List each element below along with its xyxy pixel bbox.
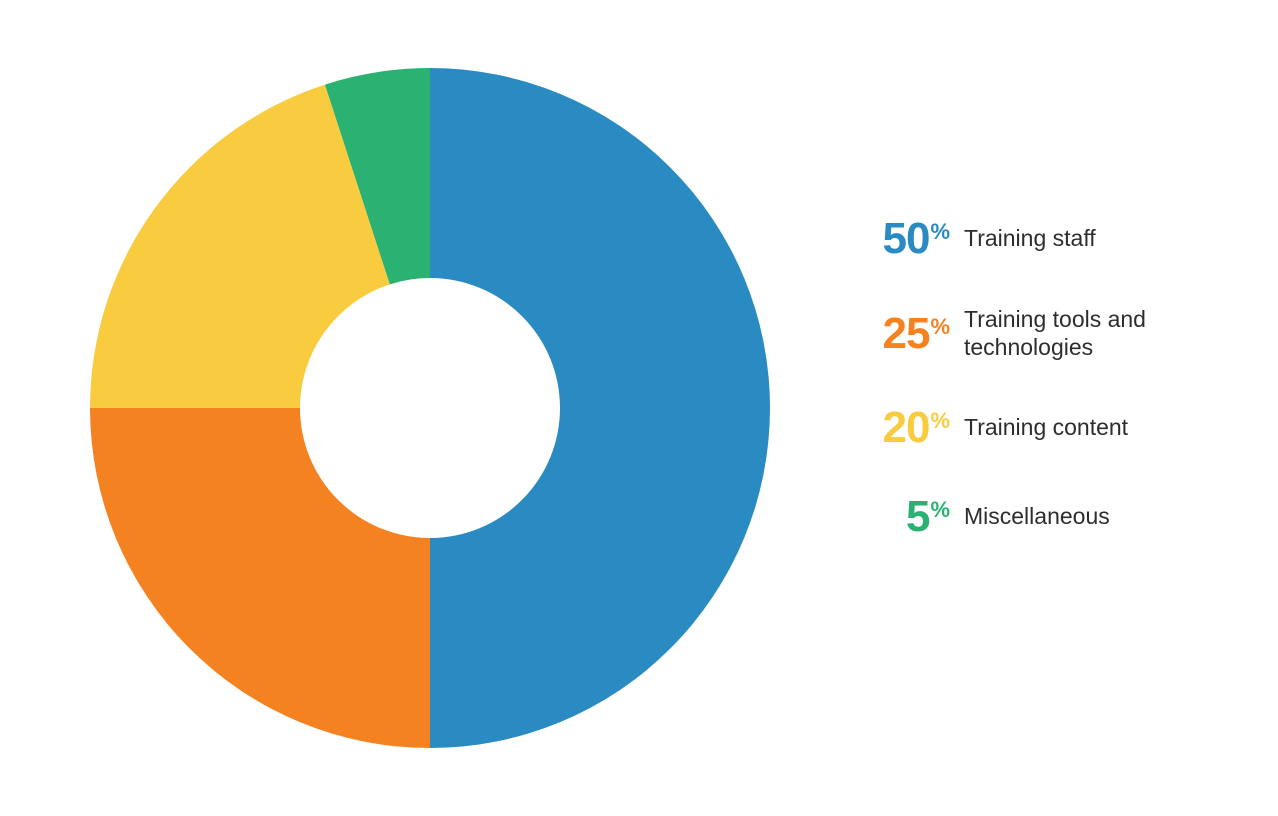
legend-percent-sign: %: [930, 410, 950, 432]
legend-item-1: 25% Training tools and technologies: [870, 306, 1184, 361]
legend-item-0: 50% Training staff: [870, 217, 1184, 261]
legend-percent-number: 20: [882, 406, 929, 450]
legend: 50% Training staff 25% Training tools and t…: [870, 217, 1184, 539]
legend-percent: 25%: [870, 312, 950, 356]
donut-svg: [90, 68, 770, 748]
donut-slice-1: [90, 408, 430, 748]
legend-label: Training content: [964, 414, 1128, 442]
legend-percent-sign: %: [930, 316, 950, 338]
donut-slice-0: [430, 68, 770, 748]
legend-percent-number: 50: [882, 217, 929, 261]
legend-item-3: 5% Miscellaneous: [870, 495, 1184, 539]
legend-percent-number: 5: [906, 495, 929, 539]
legend-label: Training staff: [964, 225, 1096, 253]
legend-percent: 50%: [870, 217, 950, 261]
legend-label: Training tools and technologies: [964, 306, 1184, 361]
legend-percent: 20%: [870, 406, 950, 450]
donut-chart: [90, 68, 770, 748]
legend-item-2: 20% Training content: [870, 406, 1184, 450]
legend-percent-number: 25: [882, 312, 929, 356]
legend-percent: 5%: [870, 495, 950, 539]
legend-percent-sign: %: [930, 221, 950, 243]
legend-percent-sign: %: [930, 499, 950, 521]
legend-label: Miscellaneous: [964, 503, 1110, 531]
